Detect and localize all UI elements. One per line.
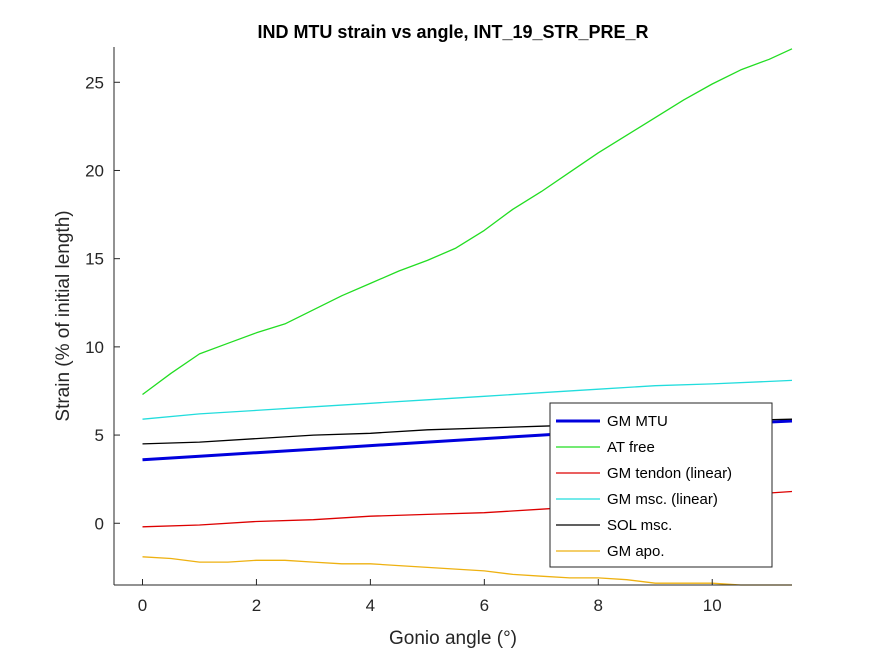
legend-label-5: SOL msc. <box>607 517 672 534</box>
legend-label-2: AT free <box>607 439 655 456</box>
series-line-4 <box>142 379 793 420</box>
x-tick-label: 8 <box>594 596 603 615</box>
legend-label-6: GM apo. <box>607 543 665 560</box>
x-tick-label: 4 <box>366 596 375 615</box>
x-tick-label: 10 <box>703 596 722 615</box>
legend: GM MTU AT free GM tendon (linear) GM msc. (… <box>549 402 773 568</box>
legend-label-4: GM msc. (linear) <box>607 491 718 508</box>
series-line-6 <box>142 556 792 586</box>
series-line-2 <box>142 48 793 396</box>
legend-label-1: GM MTU <box>607 413 668 430</box>
x-tick-label: 0 <box>138 596 147 615</box>
y-tick-label: 0 <box>95 514 104 533</box>
legend-box <box>549 402 773 568</box>
x-tick-label: 6 <box>480 596 489 615</box>
y-tick-label: 25 <box>85 73 104 92</box>
x-tick-label: 2 <box>252 596 261 615</box>
x-axis-label: Gonio angle (°) <box>389 628 517 649</box>
axes-layer: 0 2 4 6 8 10 0 5 10 15 20 25 <box>85 47 792 615</box>
chart-title: IND MTU strain vs angle, INT_19_STR_PRE_… <box>257 22 648 42</box>
y-tick-label: 10 <box>85 338 104 357</box>
y-tick-label: 5 <box>95 426 104 445</box>
y-axis-label: Strain (% of initial length) <box>53 210 74 421</box>
y-tick-label: 20 <box>85 161 104 180</box>
legend-label-3: GM tendon (linear) <box>607 465 732 482</box>
y-tick-label: 15 <box>85 250 104 269</box>
